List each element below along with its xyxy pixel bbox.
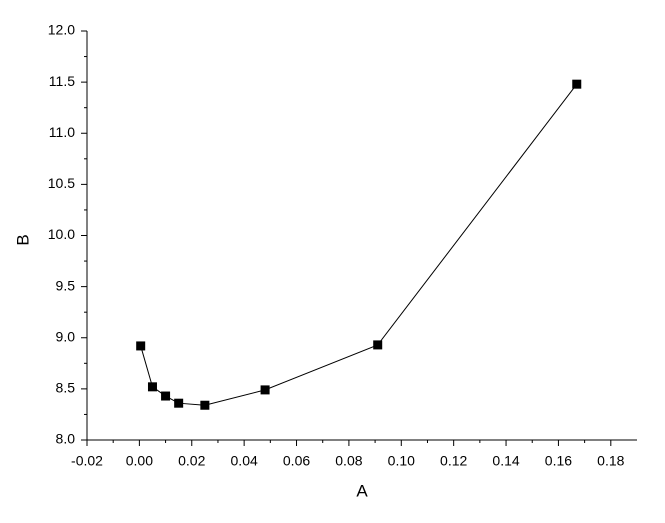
data-point: [147, 382, 157, 392]
data-point: [136, 341, 146, 351]
x-tick-label: 0.06: [283, 453, 310, 469]
y-axis-label: B: [13, 234, 32, 245]
y-tick-label: 10.5: [48, 175, 75, 191]
y-tick-label: 10.0: [48, 226, 75, 242]
data-point: [260, 385, 270, 395]
data-point: [174, 398, 184, 408]
data-point: [161, 391, 171, 401]
data-point: [572, 79, 582, 89]
x-tick-label: 0.08: [335, 453, 362, 469]
x-tick-label: 0.14: [492, 453, 519, 469]
x-tick-label: 0.16: [545, 453, 572, 469]
y-tick-label: 11.5: [49, 73, 75, 89]
data-point: [373, 340, 383, 350]
y-tick-label: 8.0: [56, 431, 76, 447]
y-tick-label: 12.0: [48, 22, 75, 38]
y-tick-label: 11.0: [49, 124, 75, 140]
y-tick-label: 8.5: [56, 380, 76, 396]
x-tick-label: 0.10: [388, 453, 415, 469]
data-line: [140, 83, 578, 406]
x-tick-label: 0.18: [597, 453, 624, 469]
x-tick-label: -0.02: [71, 453, 103, 469]
x-tick-label: 0.02: [178, 453, 205, 469]
data-point: [200, 400, 210, 410]
y-tick-label: 9.5: [56, 277, 76, 293]
x-axis-label: A: [356, 481, 368, 500]
x-tick-label: 0.00: [126, 453, 153, 469]
y-tick-label: 9.0: [56, 328, 76, 344]
x-tick-label: 0.04: [231, 453, 258, 469]
x-tick-label: 0.12: [440, 453, 467, 469]
